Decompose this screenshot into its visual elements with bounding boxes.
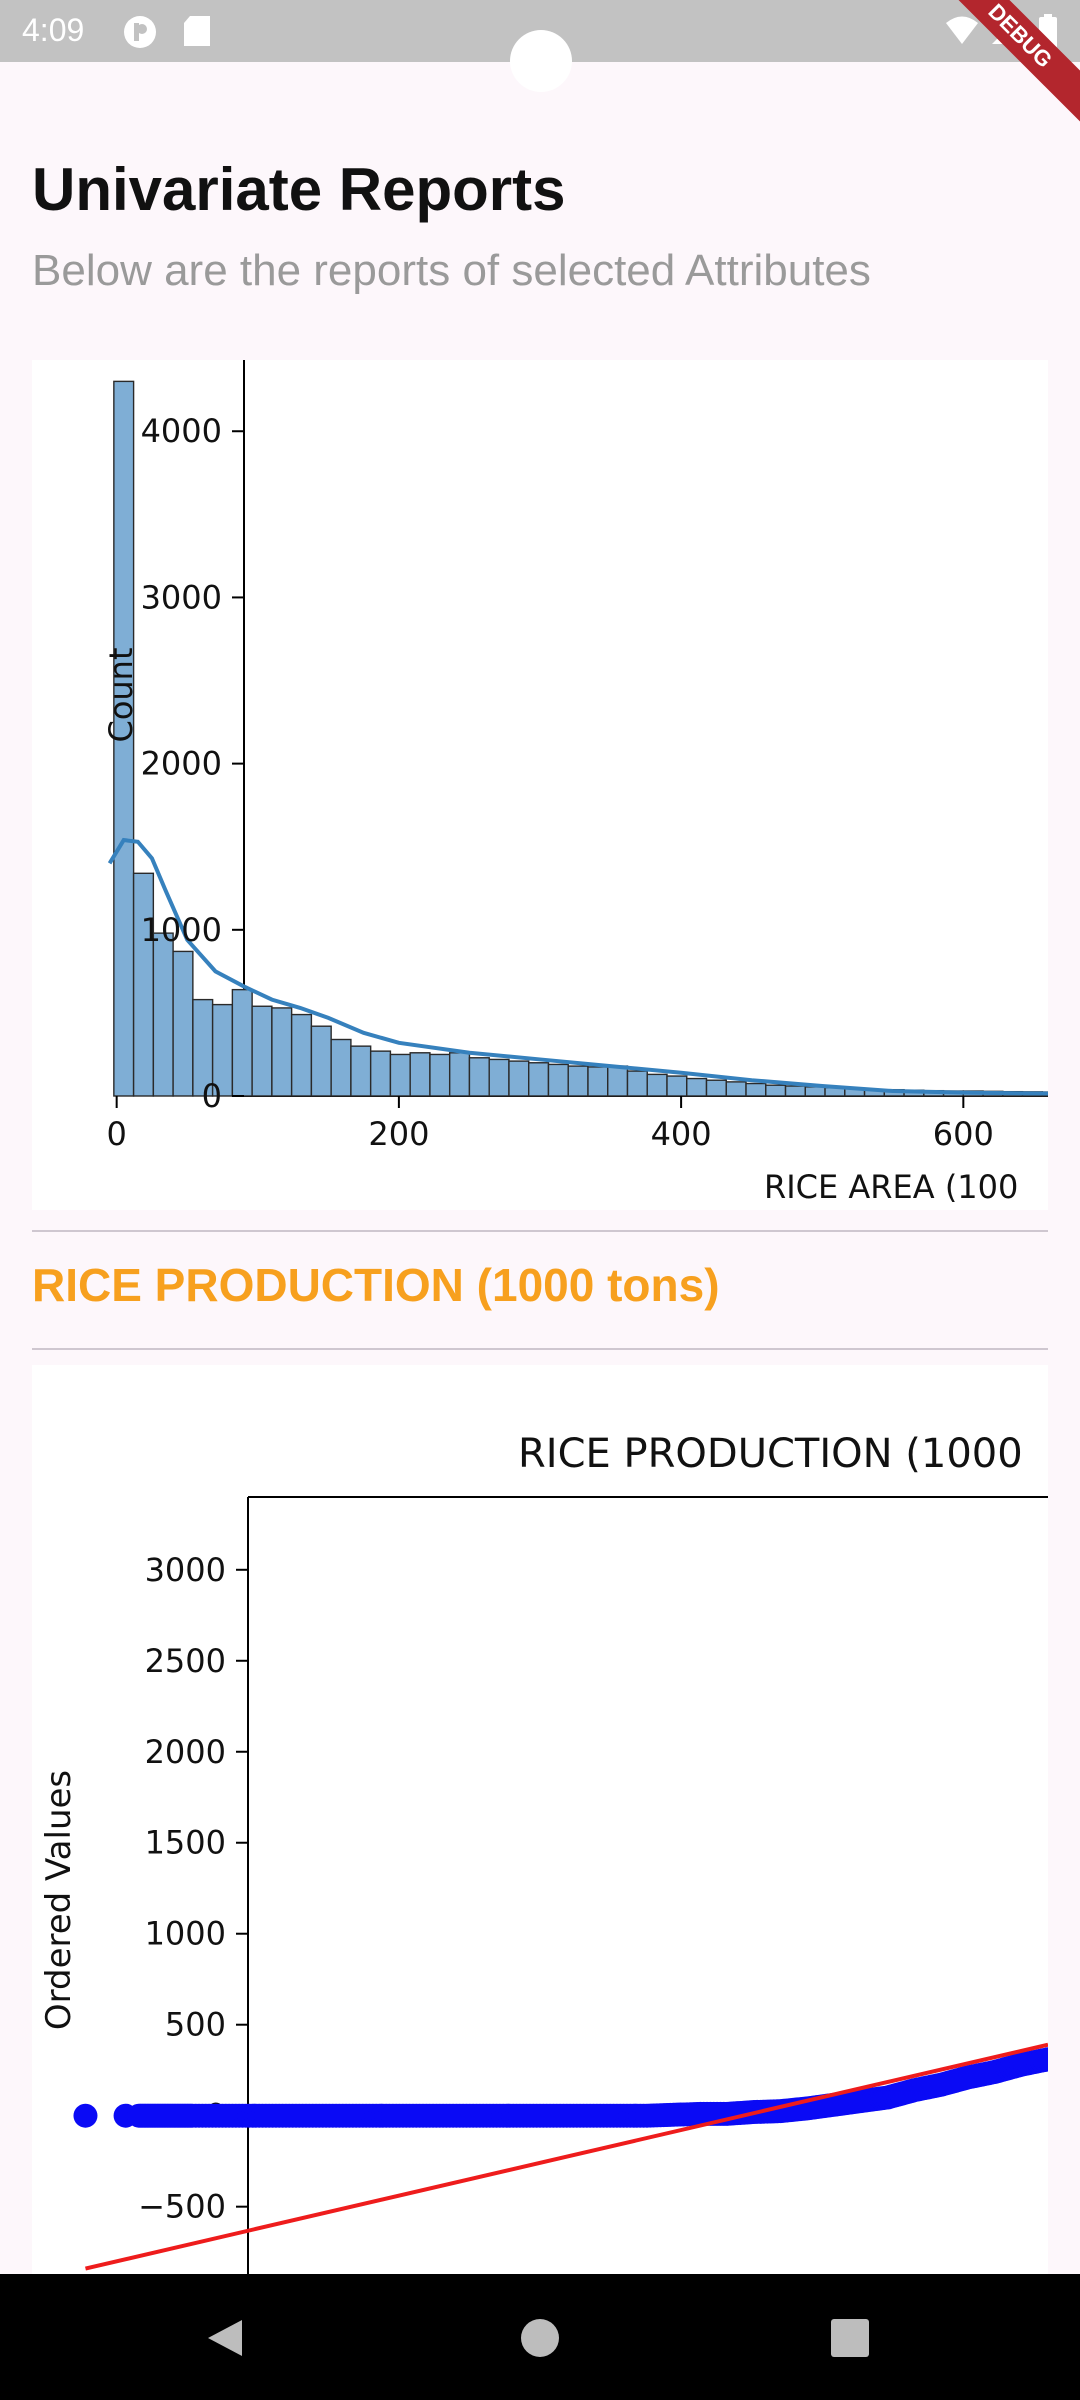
histogram-bar (409, 1052, 431, 1097)
histogram-bar (567, 1065, 589, 1097)
histogram-bar (547, 1063, 569, 1097)
fit-line (85, 2042, 1048, 2271)
histogram-card: 0 1000 2000 3000 4000 0 200 400 600 Count RICE … (32, 360, 1048, 1210)
histogram-bar (587, 1066, 609, 1097)
histogram-y-tick-label: 0 (202, 1077, 222, 1115)
histogram-bar (350, 1045, 372, 1097)
histogram-bar (468, 1057, 490, 1097)
histogram-bar (429, 1053, 451, 1097)
recents-icon[interactable] (830, 2318, 870, 2358)
histogram-y-label: Count (102, 647, 140, 742)
histogram-bar (745, 1082, 767, 1097)
histogram-y-tick-label: 1000 (141, 911, 222, 949)
wifi-icon (946, 16, 978, 44)
histogram-bar (765, 1084, 787, 1097)
histogram-x-tick-label: 0 (106, 1115, 126, 1153)
histogram-bar (725, 1081, 747, 1097)
histogram-bar (369, 1050, 392, 1097)
histogram-x-tick-label: 200 (368, 1115, 429, 1153)
sd-card-icon (184, 16, 210, 46)
app-notification-icon (124, 16, 156, 48)
probability-plot-title: RICE PRODUCTION (1000 (518, 1431, 1023, 1477)
histogram-bar (804, 1086, 826, 1097)
home-icon[interactable] (520, 2318, 560, 2358)
histogram-x-label: RICE AREA (100 (764, 1168, 1018, 1206)
status-time: 4:09 (22, 12, 85, 48)
histogram-y-tick-label: 2000 (141, 745, 222, 783)
probability-plot-y-tick-label: 2000 (145, 1733, 226, 1771)
histogram-x-tick-label: 600 (933, 1115, 994, 1153)
probability-plot-chart: RICE PRODUCTION (1000 −50005001000150020… (39, 1431, 1048, 2274)
histogram-x-tick-label: 400 (651, 1115, 712, 1153)
navigation-bar (0, 2274, 1080, 2400)
histogram-chart: 0 1000 2000 3000 4000 0 200 400 600 Count RICE … (102, 360, 1048, 1206)
back-icon[interactable] (204, 2318, 244, 2358)
histogram-bar (132, 872, 155, 1097)
section-title: RICE PRODUCTION (1000 tons) (32, 1259, 720, 1311)
probability-plot-y-tick-label: 1500 (145, 1824, 226, 1862)
probability-plot-card: RICE PRODUCTION (1000 −50005001000150020… (32, 1365, 1048, 2274)
histogram-bar (330, 1038, 352, 1097)
histogram-bar (389, 1053, 411, 1097)
camera-cutout (510, 30, 572, 92)
histogram-bar (646, 1073, 668, 1097)
histogram-bar (251, 1005, 273, 1097)
histogram-bar (508, 1060, 530, 1097)
histogram-y-tick-label: 3000 (141, 578, 222, 616)
probability-plot-point (1036, 2047, 1048, 2072)
page-subtitle: Below are the reports of selected Attrib… (32, 246, 871, 295)
page-title: Univariate Reports (32, 156, 566, 223)
kde-curve (107, 837, 1048, 1096)
section-divider-top (32, 1230, 1048, 1232)
histogram-bar (607, 1065, 629, 1097)
probability-plot-y-tick-label: 2500 (145, 1642, 226, 1680)
histogram-bar (784, 1085, 806, 1097)
histogram-bar (528, 1062, 550, 1097)
histogram-bar (686, 1077, 708, 1097)
histogram-bar (152, 932, 174, 1097)
histogram-bar (488, 1058, 510, 1097)
histogram-bar (271, 1007, 293, 1097)
probability-plot-y-label: Ordered Values (39, 1770, 79, 2030)
probability-plot-y-tick-label: 1000 (145, 1915, 226, 1953)
probability-plot-y-tick-label: −500 (138, 2188, 226, 2226)
probability-plot-y-tick-label: 3000 (145, 1551, 226, 1589)
histogram-bar (448, 1052, 471, 1097)
histogram-bar (172, 950, 194, 1097)
histogram-bar (290, 1013, 313, 1097)
probability-plot-y-tick-label: 500 (165, 2006, 226, 2044)
probability-plot-point (73, 2103, 98, 2128)
histogram-bar (113, 380, 135, 1097)
histogram-bar (310, 1025, 332, 1097)
histogram-y-tick-label: 4000 (141, 412, 222, 450)
section-divider-bottom (32, 1348, 1048, 1350)
histogram-bar (705, 1079, 727, 1097)
histogram-bar (626, 1070, 648, 1097)
histogram-bar (231, 988, 253, 1097)
histogram-bar (666, 1075, 688, 1097)
